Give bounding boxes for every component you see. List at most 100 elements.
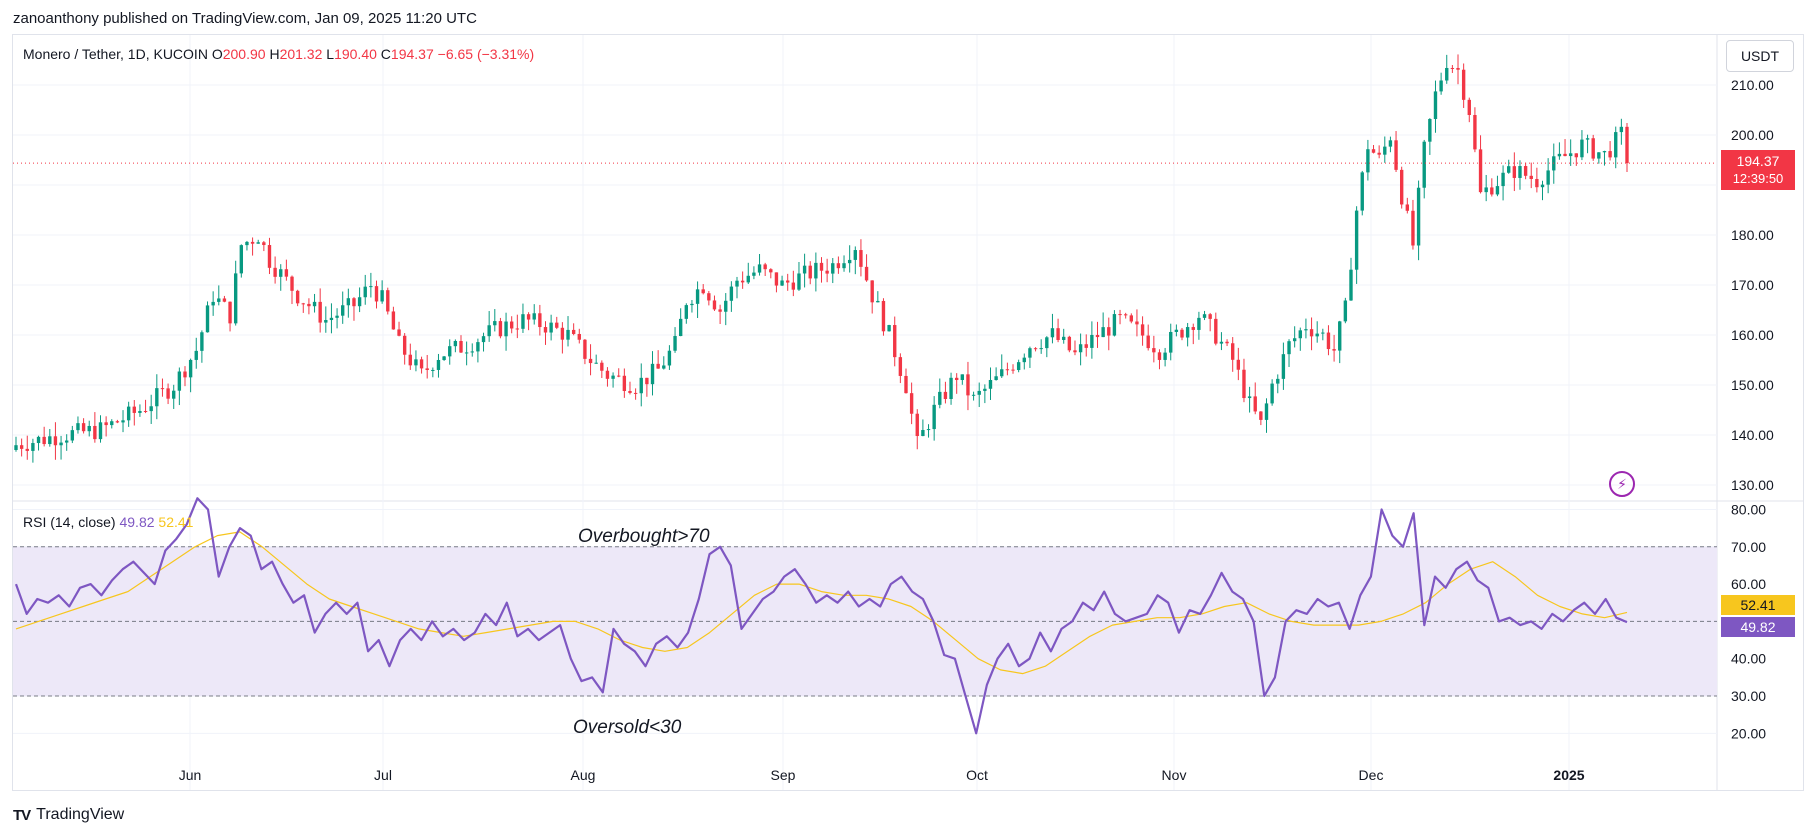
- low-value: 190.40: [334, 46, 377, 62]
- candle-body: [526, 314, 531, 320]
- candle-body: [1292, 338, 1297, 342]
- candle-body: [267, 245, 272, 268]
- candle-body: [239, 245, 244, 274]
- time-tick-label: Jul: [374, 767, 392, 783]
- candle-body: [791, 282, 796, 290]
- candle-body: [977, 390, 981, 395]
- price-tick-label: 180.00: [1731, 227, 1774, 243]
- rsi-tick-label: 60.00: [1731, 576, 1766, 592]
- candle-body: [1118, 314, 1122, 316]
- candle-body: [414, 359, 418, 366]
- footer-brand-label: TradingView: [36, 806, 125, 823]
- candle-body: [70, 430, 75, 441]
- candle-body: [1383, 146, 1387, 155]
- candle-body: [994, 376, 998, 380]
- candle-body: [25, 448, 29, 451]
- rsi-layer: [14, 497, 1628, 735]
- candle-body: [769, 269, 773, 273]
- candle-body: [1399, 169, 1404, 205]
- footer-brand[interactable]: TV TradingView: [13, 806, 124, 824]
- candle-body: [577, 333, 581, 340]
- tradingview-logo-icon: TV: [13, 806, 31, 824]
- rsi-value-tag: 49.82: [1721, 617, 1795, 637]
- candle-body: [909, 393, 914, 414]
- candle-body: [250, 241, 255, 244]
- time-tick-label: Nov: [1162, 767, 1187, 783]
- rsi-tick-label: 20.00: [1731, 725, 1766, 741]
- candle-body: [814, 262, 818, 279]
- candle-body: [763, 264, 767, 270]
- last-price-tag: 194.37 12:39:50: [1721, 150, 1795, 190]
- rsi-band-layer: [13, 546, 1717, 697]
- candle-body: [1242, 369, 1246, 399]
- candle-body: [1259, 411, 1263, 420]
- candle-body: [1518, 166, 1522, 178]
- candle-body: [352, 298, 356, 307]
- candle-body: [98, 422, 103, 440]
- candle-body: [1123, 314, 1128, 316]
- candle-body: [273, 267, 277, 277]
- candle-body: [735, 280, 739, 287]
- candle-body: [662, 365, 666, 369]
- currency-selector[interactable]: USDT: [1726, 40, 1794, 72]
- bar-countdown: 12:39:50: [1732, 171, 1784, 186]
- candle-body: [600, 362, 604, 371]
- candle-body: [318, 301, 322, 323]
- candle-body: [138, 410, 142, 413]
- candle-body: [357, 297, 362, 307]
- low-label: L: [326, 46, 335, 62]
- candle-body: [1523, 166, 1528, 176]
- candle-body: [605, 370, 610, 379]
- time-tick-label: Dec: [1359, 767, 1384, 783]
- candle-body: [1388, 140, 1393, 147]
- last-price-value: 194.37: [1736, 153, 1780, 169]
- candle-body: [1484, 187, 1488, 193]
- candle-body: [1174, 329, 1179, 332]
- candle-body: [1287, 341, 1291, 355]
- candle-body: [402, 335, 407, 355]
- candle-body: [160, 388, 165, 390]
- candle-body: [695, 289, 700, 304]
- candle-body: [448, 346, 452, 357]
- candle-body: [594, 362, 598, 364]
- candle-body: [65, 440, 69, 443]
- open-label: O: [211, 46, 223, 62]
- candle-body: [1602, 151, 1607, 153]
- candle-body: [200, 332, 204, 351]
- candle-body: [312, 301, 317, 307]
- candle-body: [245, 241, 249, 246]
- candle-body: [1202, 314, 1207, 318]
- candle-body: [893, 325, 897, 358]
- candle-body: [498, 321, 503, 337]
- candle-body: [1214, 318, 1218, 344]
- candle-body: [256, 242, 260, 244]
- candle-body: [1535, 178, 1539, 188]
- candle-body: [1191, 327, 1195, 330]
- candle-body: [532, 313, 536, 320]
- candle-body: [87, 425, 91, 432]
- candle-body: [954, 377, 959, 381]
- candle-body: [583, 339, 587, 359]
- time-tick-label: Oct: [966, 767, 988, 783]
- candle-body: [493, 321, 497, 326]
- candle-body: [1185, 327, 1190, 338]
- candle-body: [1028, 348, 1032, 358]
- candle-body: [19, 445, 24, 449]
- candle-body: [656, 363, 660, 369]
- candle-body: [487, 325, 491, 337]
- candle-body: [780, 280, 784, 286]
- candle-body: [155, 388, 159, 407]
- price-tick-label: 200.00: [1731, 127, 1774, 143]
- high-value: 201.32: [279, 46, 323, 62]
- candle-body: [757, 264, 762, 273]
- axis-layer: 210.00200.00190.00180.00170.00160.00150.…: [179, 77, 1774, 783]
- candle-body: [1281, 354, 1286, 379]
- candle-body: [36, 436, 41, 444]
- candle-body: [1614, 132, 1618, 158]
- candle-body: [1338, 321, 1342, 351]
- candle-body: [222, 298, 227, 302]
- candle-body: [1563, 153, 1567, 157]
- lightning-icon[interactable]: ⚡: [1609, 471, 1635, 497]
- candle-body: [211, 301, 215, 306]
